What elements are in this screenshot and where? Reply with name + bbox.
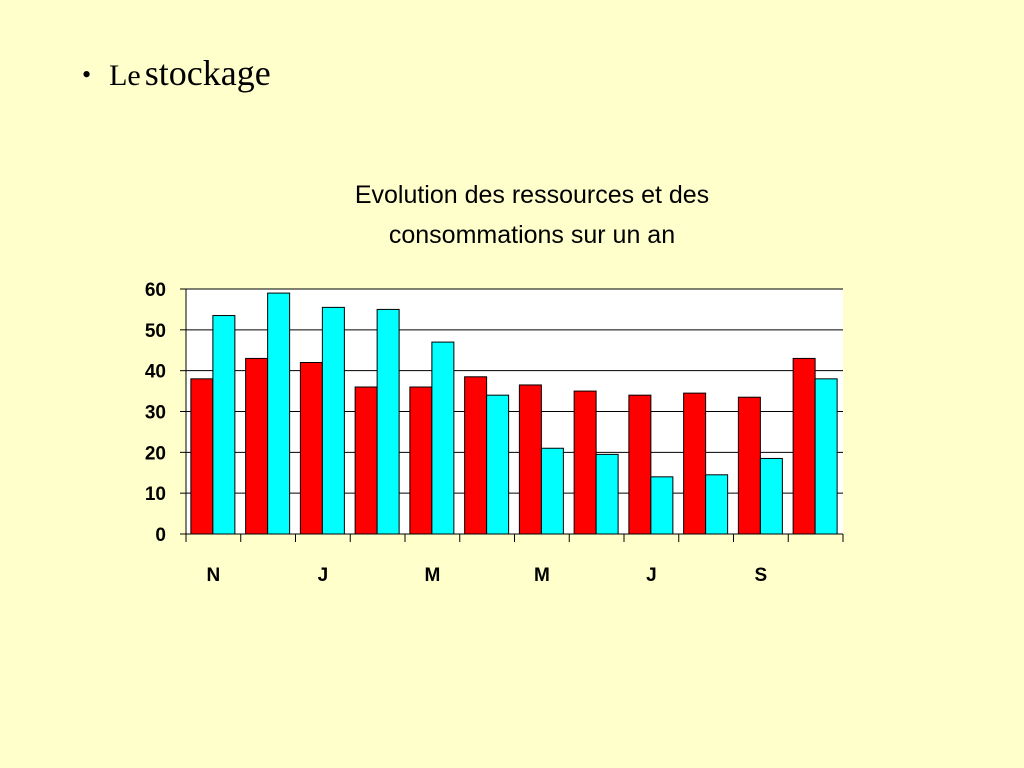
y-tick-label: 50 (145, 321, 166, 342)
x-tick-label: S (755, 565, 768, 586)
bar-series-1 (354, 386, 378, 535)
bullet-icon: • (82, 60, 92, 89)
x-tick-label: J (318, 565, 329, 586)
y-tick-label: 60 (145, 280, 166, 301)
y-tick-label: 40 (145, 362, 166, 383)
chart-title-line-1: Evolution des ressources et des (354, 181, 710, 209)
bar-series-2 (759, 457, 783, 535)
bar-series-2 (321, 306, 345, 535)
bar-series-2 (650, 476, 674, 535)
y-tick-label: 10 (145, 484, 166, 505)
x-tick-label: J (646, 565, 657, 586)
chart-title: Evolution des ressources et des consomma… (282, 175, 782, 255)
x-tick-label: N (207, 565, 221, 586)
bar-series-1 (464, 376, 488, 535)
bar-series-1 (299, 362, 323, 535)
bar-series-2 (376, 308, 400, 535)
x-tick-label: M (534, 565, 550, 586)
heading-word-stockage: stockage (144, 53, 271, 93)
x-tick-label: M (424, 565, 440, 586)
slide-heading: • Le stockage (82, 52, 271, 94)
bar-series-1 (737, 396, 761, 535)
bar-series-2 (540, 447, 564, 535)
bar-series-2 (814, 378, 838, 535)
bar-series-1 (792, 357, 816, 535)
bar-series-1 (573, 390, 597, 535)
heading-word-le: Le (109, 59, 141, 92)
bar-series-1 (190, 378, 214, 535)
y-tick-label: 30 (145, 403, 166, 424)
y-tick-label: 20 (145, 443, 166, 464)
y-tick-label: 0 (155, 525, 166, 546)
bar-series-2 (705, 474, 729, 535)
chart-title-line-2: consommations sur un an (388, 221, 676, 249)
bar-series-2 (431, 341, 455, 535)
bar-series-1 (518, 384, 542, 535)
bar-series-2 (267, 292, 291, 535)
bar-series-1 (409, 386, 433, 535)
bar-series-1 (683, 392, 707, 535)
bar-series-2 (212, 315, 236, 535)
bar-series-1 (628, 394, 652, 535)
bar-series-2 (595, 453, 619, 535)
bar-series-1 (245, 357, 269, 535)
bar-series-2 (486, 394, 510, 535)
